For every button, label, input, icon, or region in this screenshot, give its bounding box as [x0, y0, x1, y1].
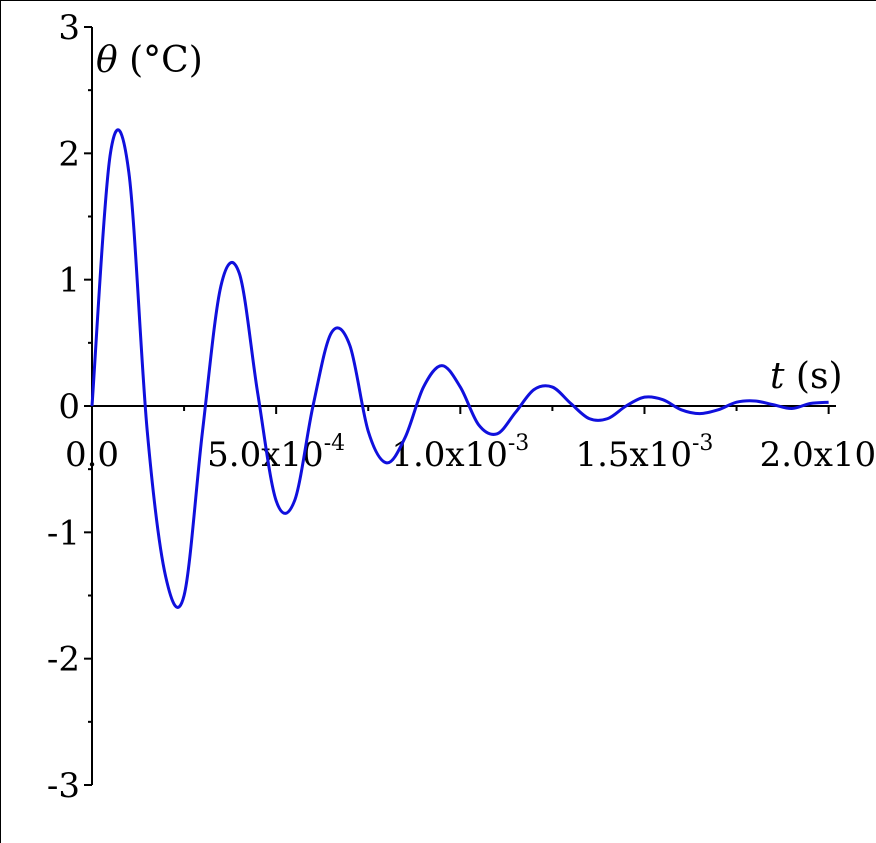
x-tick-exponent: -4 — [324, 431, 345, 456]
x-axis-unit: (s) — [796, 356, 843, 397]
y-tick-label: -1 — [47, 513, 80, 553]
series-line-temperature — [90, 128, 829, 609]
y-ticks: 3 2 1 0 -1 -2 -3 — [47, 8, 92, 806]
y-tick-label: 1 — [58, 261, 80, 301]
x-axis-label: t (s) — [770, 356, 843, 397]
y-tick-label: 0 — [58, 387, 80, 427]
x-tick-label: 5.0x10-4 — [207, 431, 345, 475]
y-tick-label: -3 — [47, 766, 80, 806]
y-tick-label: -2 — [47, 640, 80, 680]
x-axis-symbol: t — [770, 356, 785, 397]
x-tick-exponent: -3 — [508, 431, 529, 456]
x-ticks: 0.05.0x10-41.0x10-31.5x10-32.0x10-3 — [65, 406, 876, 475]
y-tick-label: 2 — [58, 134, 80, 174]
y-tick-label: 3 — [58, 8, 80, 48]
x-tick-label: 1.0x10-3 — [391, 431, 529, 475]
x-tick-mantissa: 2.0x10 — [760, 435, 876, 475]
x-tick-mantissa: 1.5x10 — [575, 435, 692, 475]
x-tick-label: 1.5x10-3 — [575, 431, 713, 475]
x-tick-exponent: -3 — [692, 431, 713, 456]
x-tick-mantissa: 1.0x10 — [391, 435, 508, 475]
y-axis-unit: (°C) — [129, 40, 203, 81]
x-tick-label: 2.0x10-3 — [760, 431, 876, 475]
y-axis-symbol: θ — [96, 40, 118, 81]
y-axis-label: θ (°C) — [96, 40, 203, 81]
